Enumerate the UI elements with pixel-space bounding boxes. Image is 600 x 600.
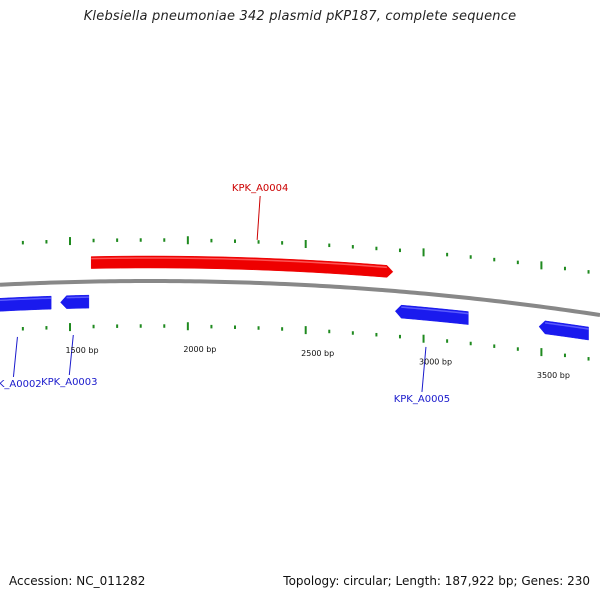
backbone-line — [0, 279, 600, 318]
outer-tick-track — [21, 236, 590, 274]
gene-arrow-highlight — [91, 257, 387, 269]
dna-backbone — [0, 279, 600, 318]
gene-features — [0, 255, 589, 341]
gene-arrow-highlight — [401, 306, 469, 315]
scale-label: 3500 bp — [537, 371, 570, 380]
gene-arrow-highlight — [0, 297, 52, 302]
gene-arrow-KPK_A0004[interactable] — [90, 255, 394, 278]
scale-labels: 1500 bp 2000 bp 2500 bp 3000 bp 3500 bp — [65, 345, 569, 380]
scale-label: 1500 bp — [65, 346, 98, 355]
gene-arrow-highlight — [66, 296, 89, 299]
gene-label-leader — [421, 346, 427, 392]
topology-summary: Topology: circular; Length: 187,922 bp; … — [283, 574, 590, 588]
gene-arrow-highlight — [544, 322, 589, 330]
gene-label-KPK_A0002[interactable]: KPK_A0002 — [0, 379, 42, 390]
gene-label-leader — [12, 336, 18, 378]
map-title: Klebsiella pneumoniae 342 plasmid pKP187… — [83, 9, 517, 24]
accession-text: Accession: NC_011282 — [9, 574, 146, 588]
gene-label-KPK_A0004[interactable]: KPK_A0004 — [232, 183, 288, 194]
gene-label-leader — [256, 195, 261, 240]
gene-arrow-KPK_A0003[interactable] — [60, 294, 90, 309]
inner-tick-track — [21, 322, 590, 361]
gene-label-KPK_A0005[interactable]: KPK_A0005 — [394, 394, 450, 405]
gene-label-KPK_A0003[interactable]: KPK_A0003 — [41, 377, 97, 388]
gene-arrow-KPK_A0005[interactable] — [394, 304, 469, 325]
scale-label: 3000 bp — [419, 358, 452, 367]
gene-arrow[interactable] — [538, 320, 589, 341]
scale-label: 2500 bp — [301, 349, 334, 358]
gene-label-leader — [68, 334, 74, 376]
scale-label: 2000 bp — [183, 345, 216, 354]
